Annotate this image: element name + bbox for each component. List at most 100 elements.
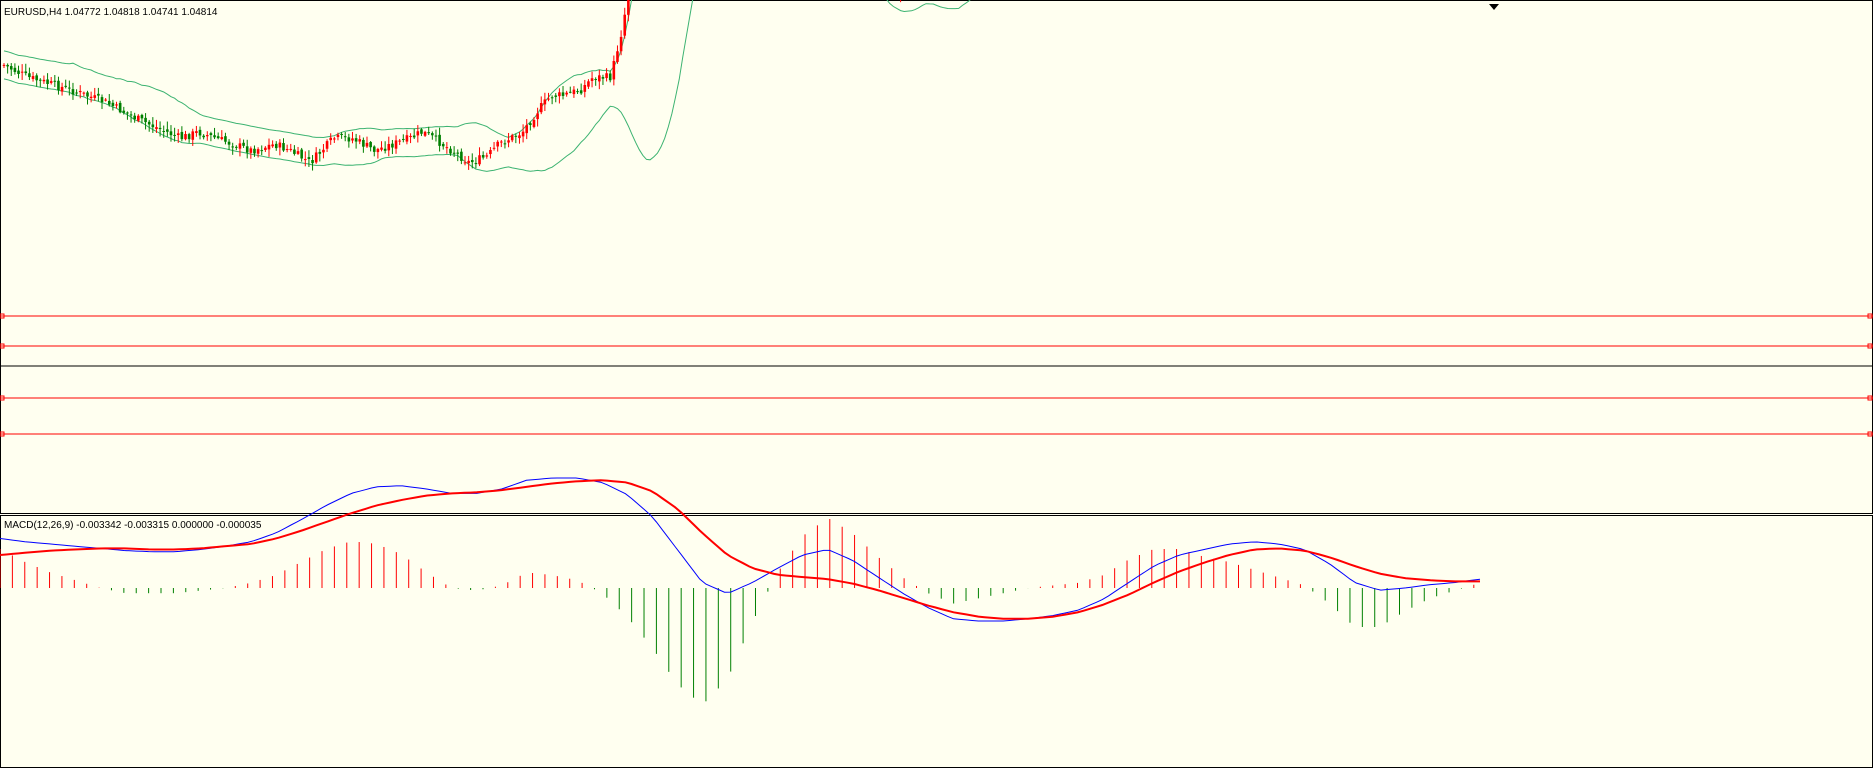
bollinger-bands — [3, 0, 971, 172]
level-line-1-handle-left — [0, 313, 5, 319]
candle-body — [369, 142, 372, 148]
candle-body — [358, 139, 362, 142]
candle-body — [362, 139, 365, 147]
candle-body — [115, 104, 118, 106]
chart-shift-marker-icon[interactable] — [1489, 4, 1499, 10]
candle-body — [285, 149, 289, 151]
candle-body — [71, 89, 75, 95]
candle-body — [576, 91, 579, 93]
candle-body — [137, 115, 140, 121]
candle-body — [176, 133, 180, 135]
candle-body — [470, 160, 474, 163]
candle-body — [271, 144, 274, 147]
candle-body — [525, 125, 529, 134]
candle-body — [6, 64, 9, 67]
candle-body — [307, 157, 311, 160]
candle-body — [507, 140, 510, 143]
candle-body — [343, 136, 347, 138]
candle-body — [431, 133, 434, 136]
candle-body — [238, 143, 242, 149]
main-title: EURUSD,H4 1.04772 1.04818 1.04741 1.0481… — [4, 7, 218, 18]
candle-body — [231, 146, 234, 148]
candle-body — [514, 135, 518, 137]
candle-body — [420, 129, 423, 134]
candle-body — [147, 121, 151, 125]
candle-body — [187, 134, 191, 140]
candle-body — [452, 152, 456, 154]
candle-body — [336, 134, 340, 138]
candle-body — [416, 131, 420, 136]
candle-body — [86, 92, 89, 97]
candle-body — [456, 152, 460, 154]
candle-body — [49, 81, 53, 83]
candle-body — [568, 91, 572, 93]
level-line-4-handle-left — [0, 431, 5, 437]
candle-body — [481, 154, 485, 158]
candle-body — [460, 151, 463, 161]
candle-body — [518, 135, 521, 139]
level-line-3-handle-left — [0, 395, 5, 401]
candle-body — [195, 131, 198, 134]
level-line-2-handle-left — [0, 343, 5, 349]
horizontal-levels[interactable] — [0, 313, 1873, 437]
candle-body — [13, 67, 17, 72]
candle-body — [278, 142, 282, 148]
candle-body — [39, 79, 42, 81]
candle-body — [314, 152, 318, 163]
candle-body — [209, 133, 213, 136]
candle-body — [202, 135, 205, 138]
candle-body — [558, 92, 561, 97]
candle-body — [627, 0, 630, 15]
candle-body — [93, 95, 97, 98]
macd-lines — [0, 477, 1481, 622]
candle-body — [434, 135, 438, 137]
candle-body — [46, 79, 49, 84]
candle-body — [129, 114, 133, 116]
candle-body — [97, 93, 100, 96]
candle-body — [554, 95, 558, 97]
candle-body — [60, 86, 64, 92]
candle-body — [242, 142, 245, 146]
bollinger-upper — [3, 0, 633, 139]
candle-body — [543, 99, 547, 105]
candle-body — [423, 131, 427, 136]
candle-body — [619, 36, 623, 52]
candle-body — [158, 127, 162, 130]
candle-body — [151, 124, 155, 128]
candle-body — [532, 119, 536, 127]
candle-body — [31, 76, 35, 80]
candle-body — [173, 134, 176, 136]
candle-body — [184, 134, 187, 140]
candle-body — [601, 77, 605, 79]
candle-body — [17, 70, 20, 74]
candle-body — [318, 151, 322, 154]
candle-body — [104, 99, 107, 101]
candle-body — [612, 60, 616, 80]
main-pane[interactable]: EURUSD,H4 1.04772 1.04818 1.04741 1.0481… — [0, 0, 1873, 514]
candle-body — [300, 149, 303, 159]
level-line-3-handle-right — [1867, 395, 1873, 401]
candle-body — [235, 146, 238, 148]
candle-body — [587, 81, 590, 87]
candle-body — [107, 100, 111, 105]
candle-body — [412, 135, 416, 138]
candle-body — [198, 129, 202, 136]
candle-body — [510, 135, 514, 141]
candle-body — [340, 133, 343, 135]
macd-histogram — [0, 519, 1475, 702]
candle-body — [463, 162, 467, 164]
candle-body — [503, 143, 507, 145]
candle-body — [402, 138, 405, 140]
candle-body — [303, 159, 307, 161]
candle-body — [274, 143, 278, 149]
candle-body — [2, 64, 6, 66]
candle-body — [590, 78, 594, 81]
candle-body — [180, 131, 184, 140]
candle-body — [391, 143, 394, 148]
candle-body — [282, 143, 285, 151]
candle-body — [427, 132, 431, 134]
candle-body — [372, 146, 376, 152]
candle-body — [216, 136, 220, 139]
candle-body — [264, 147, 267, 150]
candle-body — [496, 141, 499, 147]
